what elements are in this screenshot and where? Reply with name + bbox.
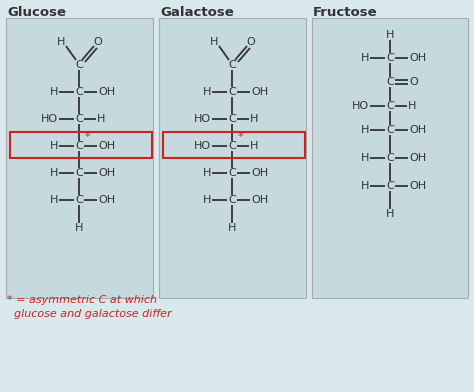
Text: OH: OH bbox=[410, 125, 427, 135]
Text: *: * bbox=[84, 132, 90, 142]
Bar bbox=[6, 18, 153, 298]
Bar bbox=[10, 132, 152, 158]
Text: C: C bbox=[75, 60, 83, 70]
Text: OH: OH bbox=[99, 195, 116, 205]
Text: C: C bbox=[228, 60, 236, 70]
Text: OH: OH bbox=[251, 168, 269, 178]
Text: C: C bbox=[386, 53, 394, 63]
Text: C: C bbox=[228, 114, 236, 124]
Text: C: C bbox=[386, 77, 394, 87]
Text: OH: OH bbox=[99, 141, 116, 151]
Text: H: H bbox=[361, 125, 369, 135]
Text: C: C bbox=[75, 168, 83, 178]
Text: HO: HO bbox=[193, 114, 210, 124]
Text: H: H bbox=[361, 153, 369, 163]
Text: H: H bbox=[203, 195, 211, 205]
Text: C: C bbox=[75, 87, 83, 97]
Text: H: H bbox=[57, 37, 65, 47]
Text: Glucose: Glucose bbox=[7, 5, 66, 18]
Text: H: H bbox=[250, 114, 258, 124]
Text: O: O bbox=[410, 77, 419, 87]
Text: C: C bbox=[386, 101, 394, 111]
Text: HO: HO bbox=[40, 114, 57, 124]
Text: C: C bbox=[228, 195, 236, 205]
Text: Fructose: Fructose bbox=[313, 5, 378, 18]
Text: H: H bbox=[97, 114, 105, 124]
Text: *: * bbox=[237, 132, 243, 142]
Text: C: C bbox=[228, 168, 236, 178]
Text: C: C bbox=[386, 125, 394, 135]
Text: C: C bbox=[228, 141, 236, 151]
Text: H: H bbox=[228, 223, 236, 233]
Text: OH: OH bbox=[410, 53, 427, 63]
Text: H: H bbox=[361, 53, 369, 63]
Text: OH: OH bbox=[251, 195, 269, 205]
Text: H: H bbox=[50, 87, 58, 97]
Bar bbox=[312, 18, 468, 298]
Text: C: C bbox=[386, 153, 394, 163]
Text: H: H bbox=[203, 168, 211, 178]
Text: OH: OH bbox=[410, 181, 427, 191]
Text: H: H bbox=[50, 195, 58, 205]
Text: Galactose: Galactose bbox=[160, 5, 234, 18]
Text: H: H bbox=[250, 141, 258, 151]
Bar bbox=[159, 18, 306, 298]
Text: H: H bbox=[210, 37, 218, 47]
Text: H: H bbox=[50, 168, 58, 178]
Text: H: H bbox=[386, 209, 394, 219]
Bar bbox=[163, 132, 305, 158]
Text: C: C bbox=[75, 114, 83, 124]
Text: OH: OH bbox=[410, 153, 427, 163]
Text: C: C bbox=[386, 181, 394, 191]
Text: OH: OH bbox=[251, 87, 269, 97]
Text: C: C bbox=[75, 195, 83, 205]
Text: glucose and galactose differ: glucose and galactose differ bbox=[7, 309, 172, 319]
Text: HO: HO bbox=[193, 141, 210, 151]
Text: H: H bbox=[386, 30, 394, 40]
Text: H: H bbox=[408, 101, 416, 111]
Text: C: C bbox=[75, 141, 83, 151]
Text: * = asymmetric C at which: * = asymmetric C at which bbox=[7, 295, 157, 305]
Text: OH: OH bbox=[99, 168, 116, 178]
Text: O: O bbox=[246, 37, 255, 47]
Text: HO: HO bbox=[351, 101, 369, 111]
Text: C: C bbox=[228, 87, 236, 97]
Text: OH: OH bbox=[99, 87, 116, 97]
Text: O: O bbox=[94, 37, 102, 47]
Text: H: H bbox=[50, 141, 58, 151]
Text: H: H bbox=[75, 223, 83, 233]
Text: H: H bbox=[203, 87, 211, 97]
Text: H: H bbox=[361, 181, 369, 191]
